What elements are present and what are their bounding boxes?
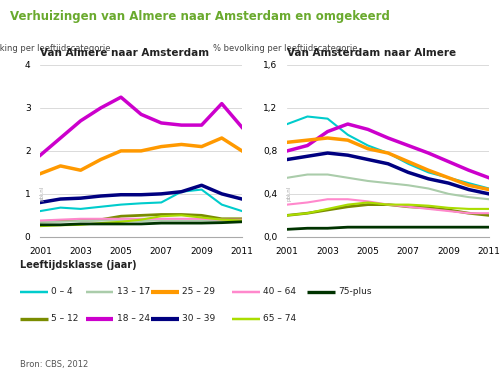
Text: 30 – 39: 30 – 39 xyxy=(182,314,216,323)
Text: 65 – 74: 65 – 74 xyxy=(263,314,296,323)
Text: Bron: CBS, 2012: Bron: CBS, 2012 xyxy=(20,360,88,369)
Text: pbl.nl: pbl.nl xyxy=(287,186,292,201)
Text: 40 – 64: 40 – 64 xyxy=(263,287,296,296)
Text: % bevolking per leeftijdscategorie: % bevolking per leeftijdscategorie xyxy=(0,44,110,53)
Text: % bevolking per leeftijdscategorie: % bevolking per leeftijdscategorie xyxy=(213,44,357,53)
Text: 0 – 4: 0 – 4 xyxy=(51,287,73,296)
Text: Verhuizingen van Almere naar Amsterdam en omgekeerd: Verhuizingen van Almere naar Amsterdam e… xyxy=(10,10,390,23)
Text: 75-plus: 75-plus xyxy=(339,287,372,296)
Text: 25 – 29: 25 – 29 xyxy=(182,287,215,296)
Text: 18 – 24: 18 – 24 xyxy=(117,314,150,323)
Text: Leeftijdsklasse (jaar): Leeftijdsklasse (jaar) xyxy=(20,260,137,270)
Text: Van Amsterdam naar Almere: Van Amsterdam naar Almere xyxy=(287,48,457,58)
Text: 5 – 12: 5 – 12 xyxy=(51,314,79,323)
Text: Van Almere naar Amsterdam: Van Almere naar Amsterdam xyxy=(40,48,210,58)
Text: 13 – 17: 13 – 17 xyxy=(117,287,150,296)
Text: pbl.nl: pbl.nl xyxy=(40,186,45,201)
